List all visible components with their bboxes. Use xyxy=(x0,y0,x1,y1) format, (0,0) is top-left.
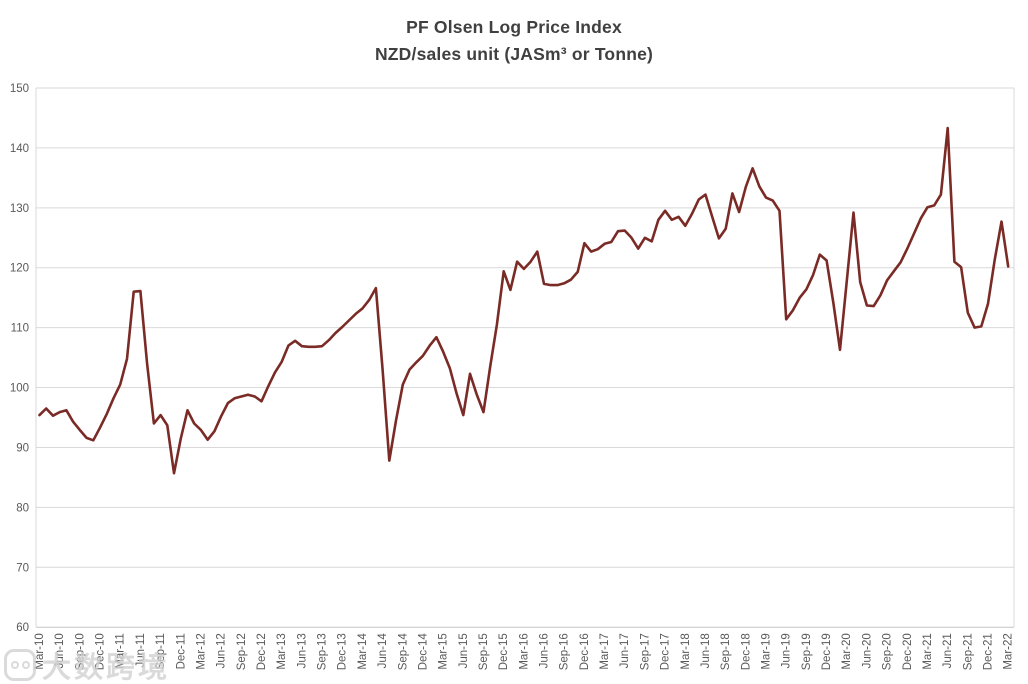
x-axis-tick-label: Dec-14 xyxy=(417,633,429,671)
x-axis-tick-label: Sep-21 xyxy=(962,633,974,670)
x-axis-tick-label: Mar-16 xyxy=(518,633,530,669)
x-axis-tick-label: Jun-13 xyxy=(296,633,308,668)
x-axis-tick-label: Dec-16 xyxy=(579,633,591,670)
x-axis-tick-label: Sep-11 xyxy=(155,633,167,669)
x-axis-tick-label: Jun-12 xyxy=(216,633,228,668)
x-axis-tick-label: Dec-17 xyxy=(660,633,672,670)
x-axis-tick-label: Jun-11 xyxy=(135,633,147,667)
chart-title: PF Olsen Log Price Index xyxy=(406,17,622,37)
x-axis-tick-label: Dec-15 xyxy=(498,633,510,670)
y-axis-tick-label: 130 xyxy=(10,203,29,215)
chart-subtitle: NZD/sales unit (JASm³ or Tonne) xyxy=(374,44,654,65)
x-axis-tick-label: Mar-22 xyxy=(1003,633,1015,669)
x-axis-tick-label: Dec-19 xyxy=(821,633,833,670)
chart-title-block: PF Olsen Log Price Index NZD/sales unit … xyxy=(0,14,1028,68)
x-axis-tick-label: Mar-10 xyxy=(34,633,46,669)
x-axis-tick-label: Jun-10 xyxy=(54,633,66,668)
x-axis-tick-label: Mar-14 xyxy=(357,633,369,670)
y-axis-tick-label: 150 xyxy=(10,83,29,95)
y-axis-tick-label: 80 xyxy=(16,502,29,514)
x-axis-tick-label: Mar-18 xyxy=(680,633,692,669)
x-axis-tick-label: Jun-14 xyxy=(377,633,389,669)
x-axis-tick-label: Jun-18 xyxy=(700,633,712,668)
x-axis-tick-label: Jun-17 xyxy=(619,633,631,668)
x-axis-tick-label: Dec-11 xyxy=(175,633,187,669)
x-axis-tick-label: Dec-21 xyxy=(983,633,995,670)
x-axis-tick-label: Sep-14 xyxy=(397,633,409,671)
x-axis-tick-label: Jun-20 xyxy=(861,633,873,668)
y-axis-tick-label: 70 xyxy=(16,562,29,574)
x-axis-tick-label: Jun-15 xyxy=(458,633,470,668)
x-axis-tick-label: Mar-17 xyxy=(599,633,611,669)
x-axis-tick-label: Sep-13 xyxy=(317,633,329,670)
x-axis-tick-label: Mar-21 xyxy=(922,633,934,669)
x-axis-tick-label: Sep-18 xyxy=(720,633,732,670)
x-axis-tick-label: Dec-18 xyxy=(740,633,752,670)
x-axis-tick-label: Sep-12 xyxy=(236,633,248,670)
x-axis-tick-label: Mar-15 xyxy=(438,633,450,669)
x-axis-tick-label: Sep-19 xyxy=(801,633,813,670)
x-axis-tick-label: Sep-16 xyxy=(559,633,571,670)
x-axis-tick-label: Dec-20 xyxy=(902,633,914,670)
x-axis-tick-label: Mar-11 xyxy=(115,633,127,669)
x-axis-tick-label: Mar-19 xyxy=(761,633,773,669)
x-axis-tick-label: Sep-20 xyxy=(882,633,894,670)
x-axis-tick-label: Jun-21 xyxy=(942,633,954,668)
x-axis-tick-label: Sep-17 xyxy=(639,633,651,670)
price-index-line xyxy=(38,126,1010,475)
y-axis-tick-label: 140 xyxy=(10,143,29,155)
y-axis-tick-label: 100 xyxy=(10,383,29,395)
y-axis-tick-label: 110 xyxy=(11,323,29,335)
x-axis-tick-label: Jun-19 xyxy=(781,633,793,668)
y-axis-tick-label: 60 xyxy=(16,622,29,634)
x-axis-tick-label: Sep-10 xyxy=(74,633,86,670)
x-axis-tick-label: Jun-16 xyxy=(539,633,551,668)
x-axis-tick-label: Dec-12 xyxy=(256,633,268,670)
x-axis-tick-label: Mar-20 xyxy=(841,633,853,669)
x-axis-tick-label: Sep-15 xyxy=(478,633,490,670)
x-axis-tick-label: Mar-12 xyxy=(195,633,207,669)
y-axis-tick-label: 120 xyxy=(10,263,29,275)
x-axis-tick-label: Mar-13 xyxy=(276,633,288,669)
x-axis-tick-label: Dec-10 xyxy=(95,633,107,670)
x-axis-tick-label: Dec-13 xyxy=(337,633,349,670)
y-axis-tick-label: 90 xyxy=(16,442,29,454)
